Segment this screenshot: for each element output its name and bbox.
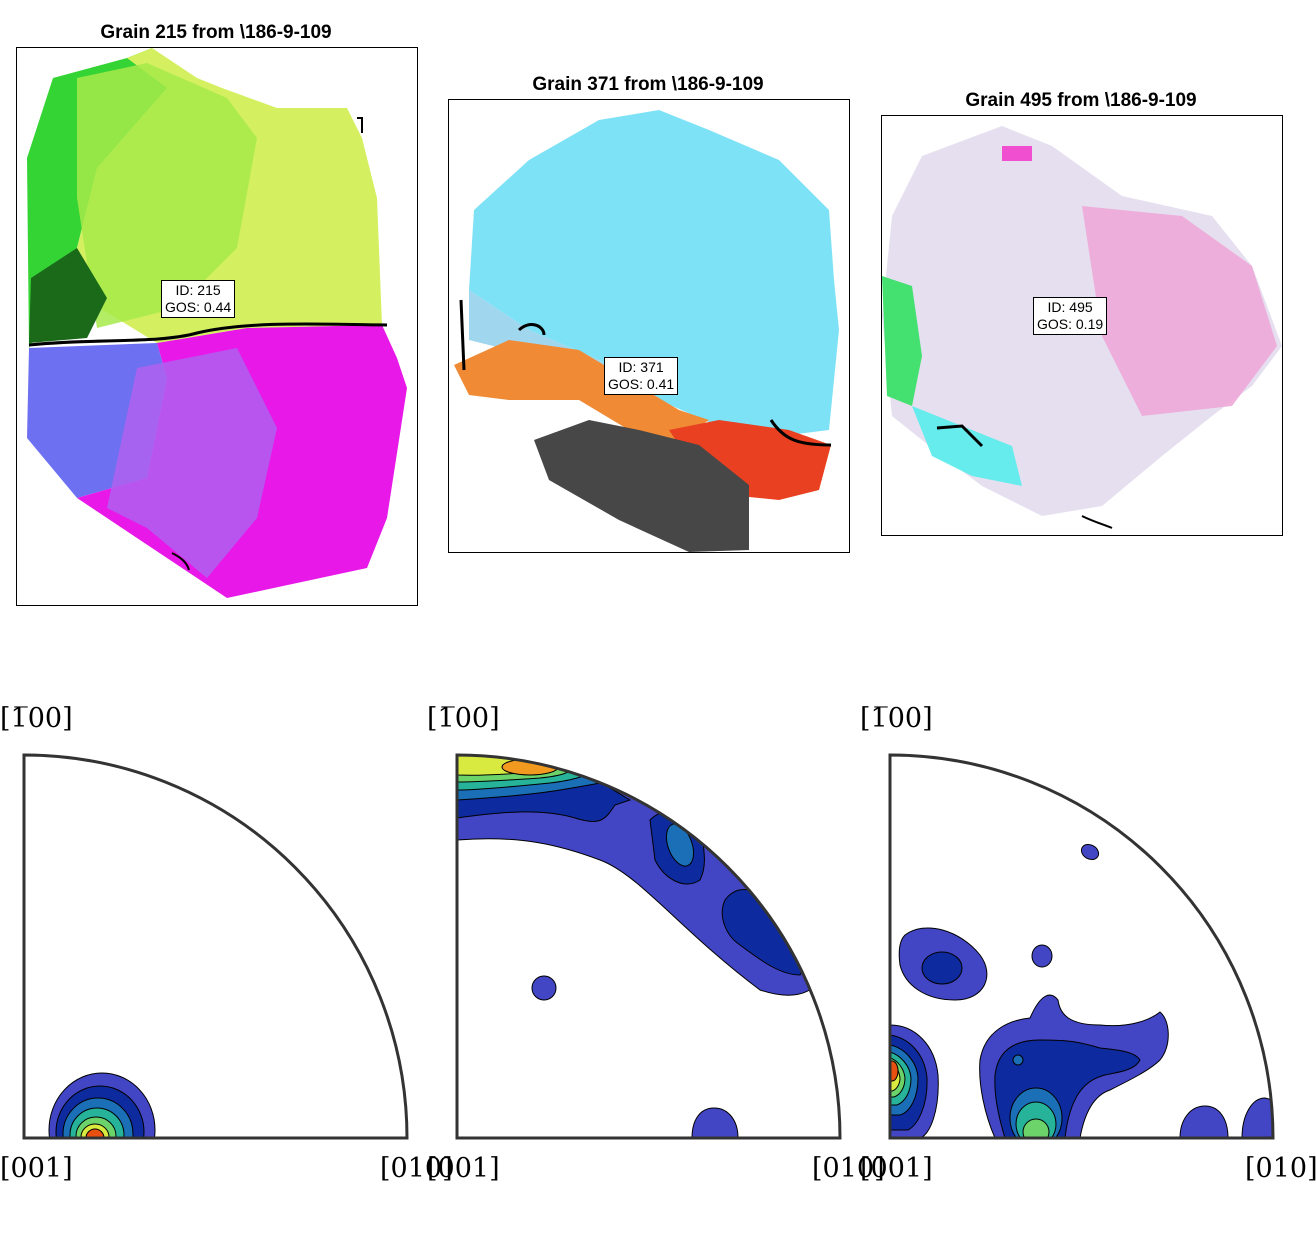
grain-map-1-canvas xyxy=(27,48,407,598)
grain-map-2: ID: 371 GOS: 0.41 xyxy=(448,99,850,553)
grain-map-3: ID: 495 GOS: 0.19 xyxy=(881,115,1283,536)
pole-figure-3-top-label: [1̅00] xyxy=(860,703,933,734)
grain-id-label-1: ID: 215 GOS: 0.44 xyxy=(161,280,236,318)
pole-figure-1 xyxy=(22,753,409,1140)
contour-3-isolated-1 xyxy=(1031,944,1053,968)
contour-3-right-1 xyxy=(1179,1105,1229,1138)
grain-region-dark xyxy=(534,420,749,552)
grain-map-title-1: Grain 215 from \186-9-109 xyxy=(100,22,332,43)
grain-boundary-1 xyxy=(28,322,388,347)
contour-3-blob-l2 xyxy=(921,951,963,985)
grain-region-pink xyxy=(1082,206,1277,416)
grain-region-dark-green xyxy=(29,248,107,343)
grain-id-label-2: ID: 371 GOS: 0.41 xyxy=(604,357,679,395)
grain-map-title-2: Grain 371 from \186-9-109 xyxy=(532,74,764,95)
contour-3-right-2 xyxy=(1241,1097,1273,1138)
grain-region-green xyxy=(882,276,922,406)
grain-map-title-3: Grain 495 from \186-9-109 xyxy=(965,90,1197,111)
pole-figure-3-outline xyxy=(888,753,1275,1140)
grain-region-bottom-mid xyxy=(107,348,277,578)
grain-gos-3: GOS: 0.19 xyxy=(1037,316,1104,332)
pole-figure-3 xyxy=(888,753,1275,1140)
grain-region-magenta xyxy=(1002,146,1032,161)
pole-figure-2-top-label: [1̅00] xyxy=(427,703,500,734)
contour-3-isolated-2 xyxy=(1080,843,1100,861)
pole-figure-2 xyxy=(455,753,842,1140)
grain-boundary-4 xyxy=(769,419,832,447)
pole-figure-3-right-label: [010] xyxy=(1245,1153,1316,1184)
pole-figure-1-outline xyxy=(22,753,409,1140)
contour-3-small-core xyxy=(1012,1054,1024,1066)
grain-boundary-7 xyxy=(936,424,984,448)
contour-2-isolated-2 xyxy=(691,1107,739,1138)
grain-id-3: ID: 495 xyxy=(1047,299,1093,315)
contour-3-middle-l5 xyxy=(1022,1118,1050,1138)
grain-region-top-mid xyxy=(77,63,257,328)
contour-2-spot xyxy=(665,823,695,867)
pole-figure-1-right-label: [010] xyxy=(380,1153,453,1184)
grain-boundary-5 xyxy=(517,323,546,336)
grain-id-label-3: ID: 495 GOS: 0.19 xyxy=(1033,297,1108,335)
grain-boundary-2 xyxy=(171,552,190,571)
pole-figure-2-right-label: [010] xyxy=(812,1153,885,1184)
grain-id-1: ID: 215 xyxy=(175,282,221,298)
grain-gos-2: GOS: 0.41 xyxy=(608,376,675,392)
contour-3-left-peak xyxy=(890,1060,899,1082)
grain-boundary-6 xyxy=(459,299,466,371)
pole-figure-2-contours xyxy=(457,755,831,1138)
pole-figure-3-contours xyxy=(890,843,1273,1138)
pole-figure-1-top-label: [1̅00] xyxy=(0,703,73,734)
grain-boundary-3 xyxy=(357,117,363,133)
pole-figure-2-outline xyxy=(455,753,842,1140)
grain-id-2: ID: 371 xyxy=(618,359,664,375)
grain-region-orange xyxy=(454,340,709,440)
pole-figure-2-left-label: [001] xyxy=(427,1153,500,1184)
grain-boundary-8 xyxy=(1081,515,1113,529)
grain-region-cyan xyxy=(912,406,1022,486)
contour-1-l7 xyxy=(85,1128,105,1138)
grain-region-top xyxy=(469,110,839,440)
pole-figure-1-left-label: [001] xyxy=(0,1153,73,1184)
grain-gos-1: GOS: 0.44 xyxy=(165,299,232,315)
contour-2-isolated-1 xyxy=(531,975,557,1001)
pole-figure-3-left-label: [001] xyxy=(860,1153,933,1184)
grain-map-2-canvas xyxy=(454,110,839,552)
grain-map-1: ID: 215 GOS: 0.44 xyxy=(16,47,418,606)
